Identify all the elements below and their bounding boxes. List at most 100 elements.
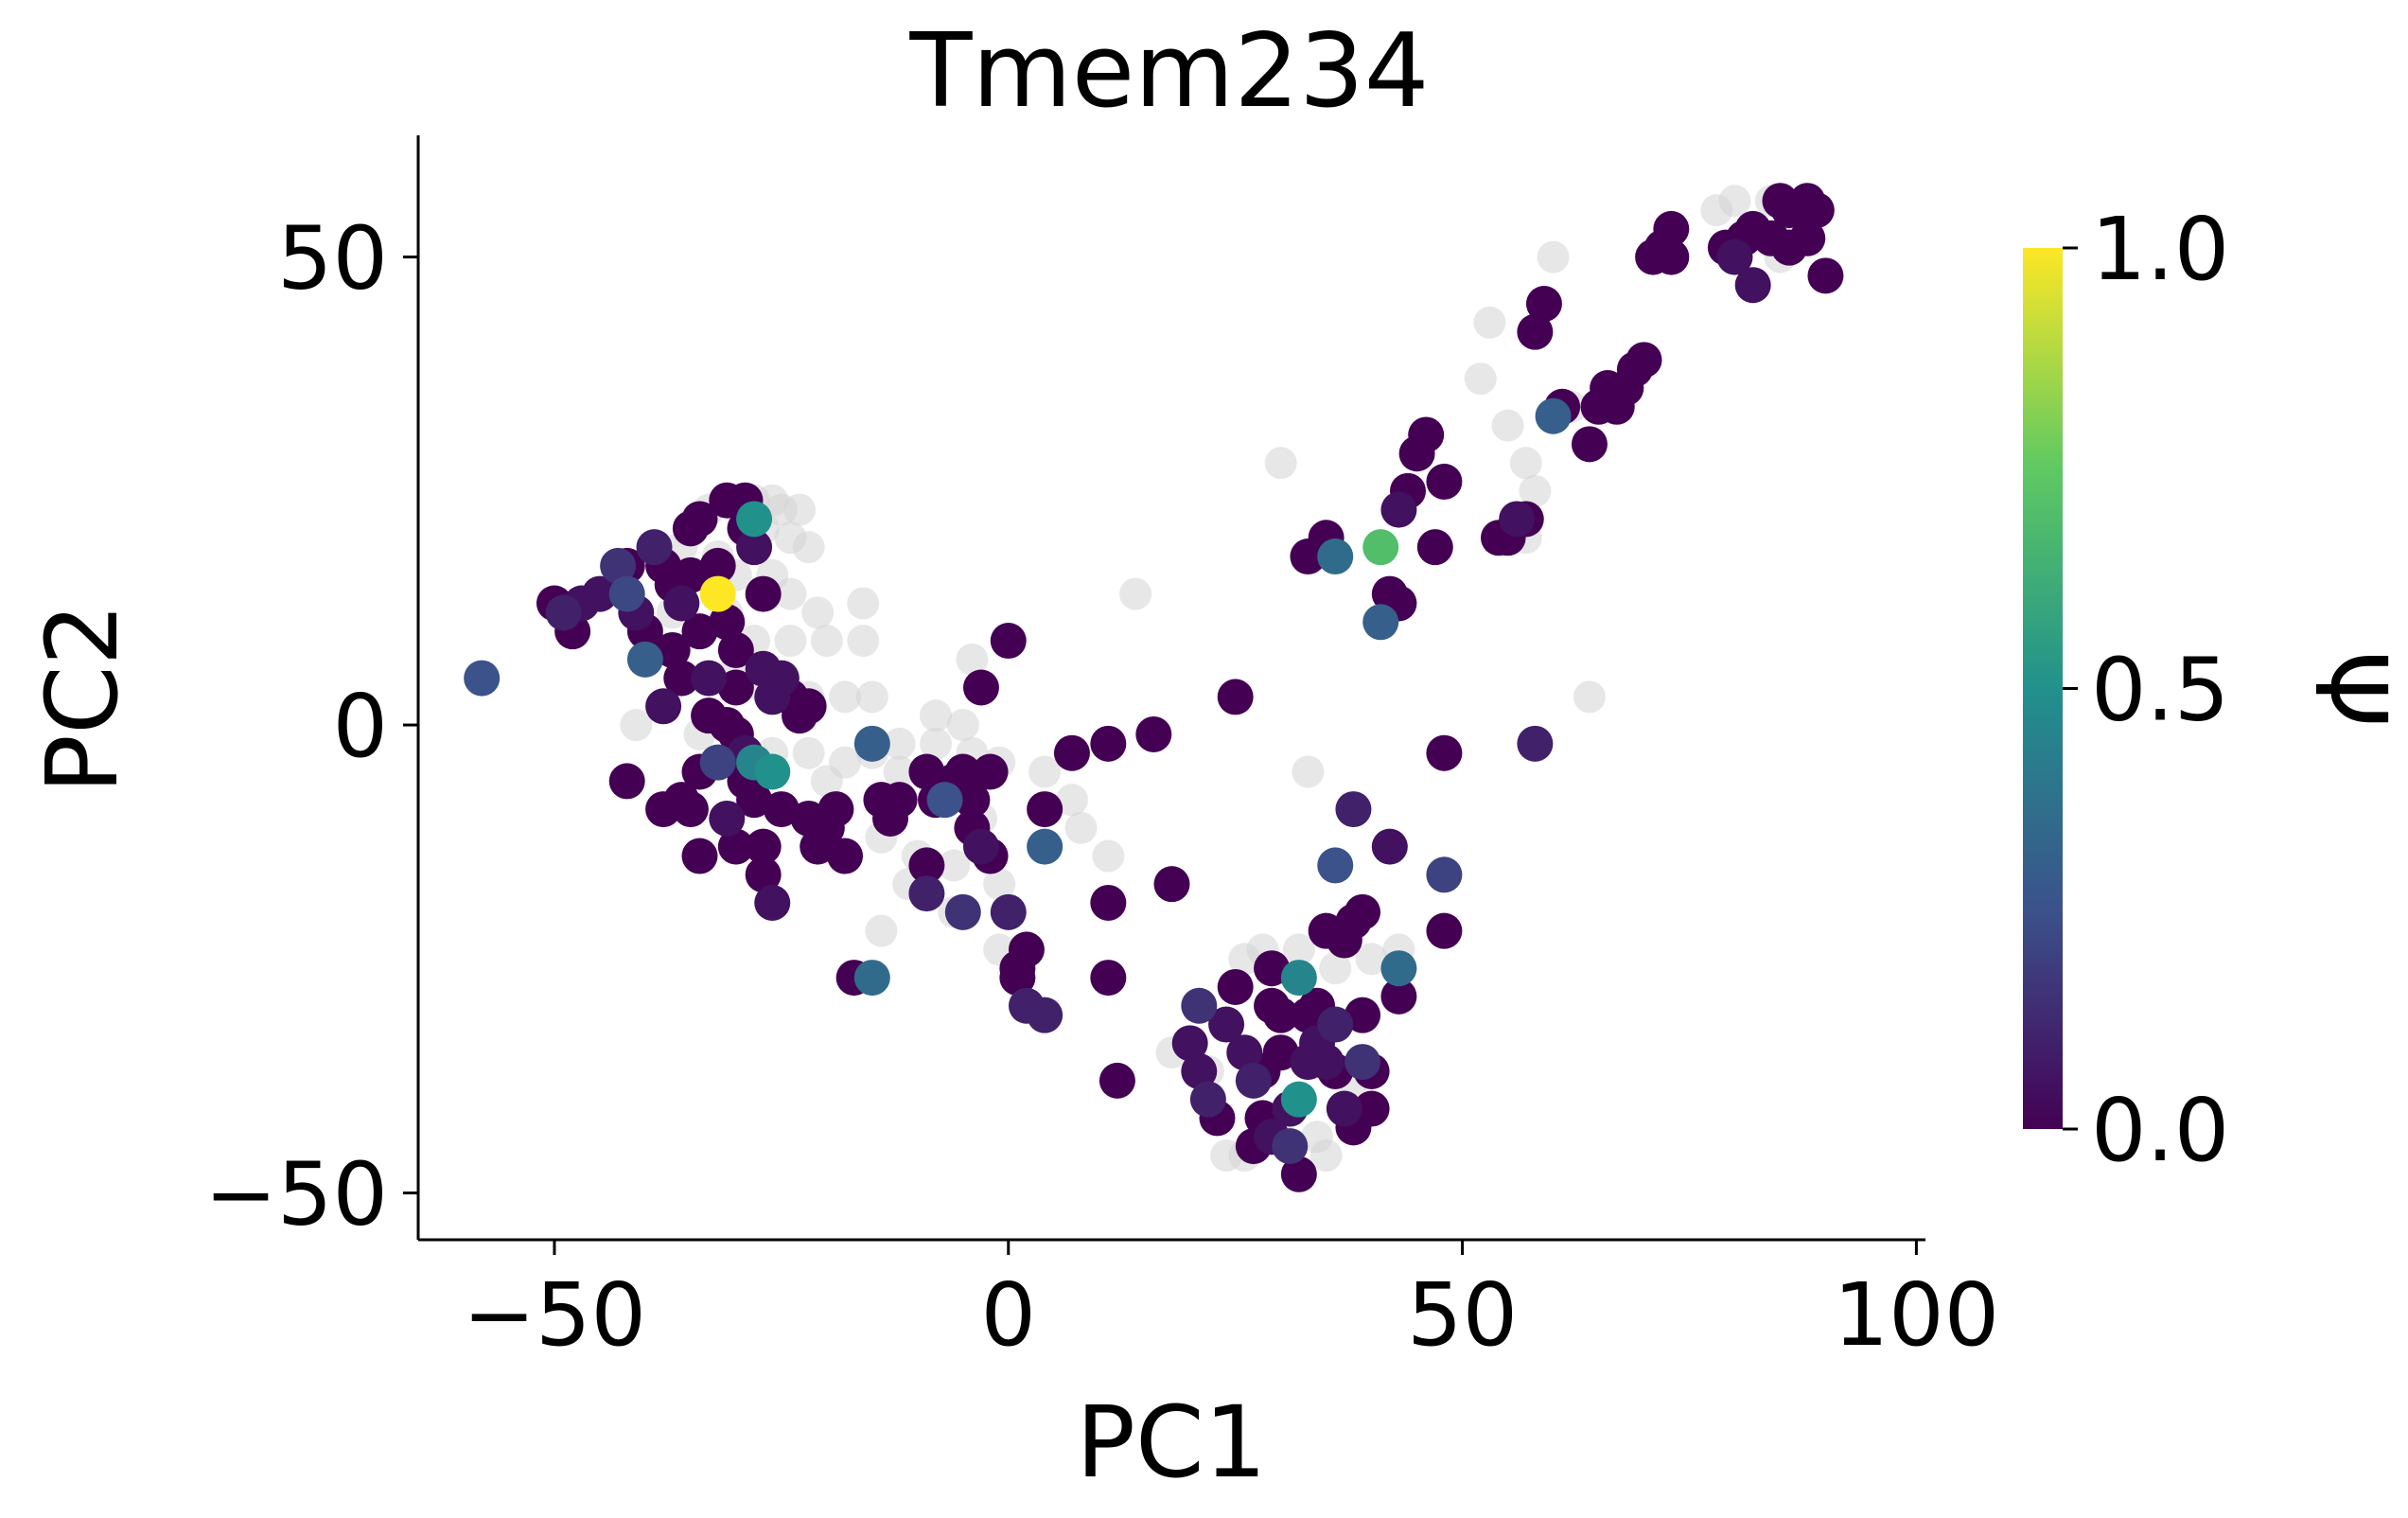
colorbar-tick-label: 1.0 bbox=[2091, 199, 2229, 300]
unmeasured-point bbox=[1282, 933, 1315, 966]
unmeasured-point bbox=[956, 643, 989, 676]
data-point bbox=[1090, 884, 1127, 921]
data-point bbox=[745, 828, 782, 865]
data-point bbox=[608, 575, 645, 612]
unmeasured-point bbox=[810, 625, 843, 658]
data-point bbox=[1517, 725, 1554, 762]
data-point bbox=[663, 660, 700, 697]
colorbar-ticks: 0.0 0.5 1.0 bbox=[2063, 199, 2229, 1181]
data-point bbox=[763, 660, 800, 697]
data-point bbox=[908, 753, 945, 790]
data-point bbox=[1181, 1052, 1218, 1089]
data-point bbox=[972, 753, 1009, 790]
data-point bbox=[790, 688, 827, 725]
data-point bbox=[754, 753, 791, 790]
x-tick-label: 0 bbox=[980, 1264, 1036, 1366]
data-point bbox=[717, 828, 754, 865]
data-point bbox=[1517, 313, 1554, 350]
unmeasured-point bbox=[1519, 474, 1552, 507]
unmeasured-point bbox=[847, 587, 880, 620]
data-point bbox=[1217, 679, 1254, 715]
data-point bbox=[1280, 1156, 1317, 1192]
data-point bbox=[626, 641, 663, 678]
data-point bbox=[1317, 538, 1354, 575]
data-point bbox=[1317, 847, 1354, 884]
data-point bbox=[1499, 501, 1536, 538]
data-point bbox=[691, 660, 728, 697]
data-point bbox=[1099, 1062, 1135, 1099]
data-point bbox=[1053, 734, 1090, 771]
unmeasured-point bbox=[1718, 185, 1751, 218]
axes bbox=[416, 135, 1925, 1242]
data-point bbox=[663, 585, 700, 622]
data-point bbox=[1653, 210, 1690, 247]
data-point bbox=[1317, 1006, 1354, 1043]
data-point bbox=[1027, 828, 1063, 865]
data-point bbox=[926, 782, 963, 819]
y-axis-title: PC2 bbox=[25, 603, 140, 794]
unmeasured-point bbox=[1464, 362, 1497, 396]
data-point bbox=[944, 753, 981, 790]
unmeasured-point bbox=[983, 868, 1016, 901]
data-point bbox=[1090, 960, 1127, 997]
data-point bbox=[999, 960, 1036, 997]
data-point bbox=[1189, 1081, 1226, 1118]
data-point bbox=[745, 856, 782, 893]
data-point bbox=[1226, 1034, 1263, 1071]
data-point bbox=[1380, 491, 1417, 528]
data-point bbox=[464, 660, 501, 697]
data-point bbox=[1272, 1128, 1309, 1165]
data-point bbox=[1345, 997, 1381, 1033]
data-point bbox=[1171, 1025, 1208, 1062]
data-point bbox=[1235, 1062, 1272, 1099]
data-point bbox=[654, 631, 691, 668]
x-tick-label: −50 bbox=[463, 1264, 646, 1366]
unmeasured-point bbox=[883, 755, 916, 788]
data-point bbox=[1280, 960, 1317, 997]
x-tick-label: 100 bbox=[1834, 1264, 2000, 1366]
unmeasured-point bbox=[1309, 1138, 1343, 1172]
data-point bbox=[827, 838, 864, 874]
data-point bbox=[699, 744, 736, 781]
data-point bbox=[1798, 192, 1835, 229]
colorbar-tick-label: 0.0 bbox=[2091, 1080, 2229, 1181]
unmeasured-point bbox=[1537, 240, 1570, 274]
data-point bbox=[1362, 604, 1399, 641]
data-point bbox=[709, 800, 746, 837]
y-tick-label: 50 bbox=[277, 208, 388, 309]
data-point bbox=[699, 575, 736, 612]
unmeasured-point bbox=[783, 493, 817, 526]
unmeasured-point bbox=[801, 596, 835, 629]
unmeasured-point bbox=[1210, 1138, 1243, 1172]
unmeasured-point bbox=[792, 531, 825, 564]
unmeasured-point bbox=[883, 727, 916, 760]
unmeasured-point bbox=[1509, 447, 1542, 480]
colorbar-gradient bbox=[2023, 248, 2063, 1129]
unmeasured-point bbox=[1473, 306, 1506, 339]
unmeasured-point bbox=[1573, 680, 1606, 714]
data-point bbox=[645, 688, 682, 725]
data-point bbox=[908, 875, 945, 912]
unmeasured-point bbox=[1319, 952, 1352, 985]
data-point bbox=[962, 669, 999, 706]
data-point bbox=[853, 960, 890, 997]
data-point bbox=[908, 847, 945, 884]
data-point bbox=[763, 791, 800, 828]
y-tick-label: 0 bbox=[332, 676, 388, 777]
data-point bbox=[881, 782, 918, 819]
data-point bbox=[645, 791, 682, 828]
unmeasured-point bbox=[774, 625, 807, 658]
data-point bbox=[817, 791, 854, 828]
data-point bbox=[1571, 426, 1608, 463]
unmeasured-point bbox=[1055, 784, 1088, 817]
x-axis-title: PC1 bbox=[1076, 1385, 1267, 1500]
unmeasured-point bbox=[1064, 811, 1098, 844]
data-point bbox=[1153, 866, 1190, 903]
data-point bbox=[1262, 997, 1299, 1033]
data-point bbox=[954, 782, 991, 819]
data-point bbox=[600, 547, 637, 584]
y-tick-label: −50 bbox=[204, 1144, 388, 1245]
data-point bbox=[1653, 238, 1690, 275]
chart-title: Tmem234 bbox=[909, 12, 1430, 131]
